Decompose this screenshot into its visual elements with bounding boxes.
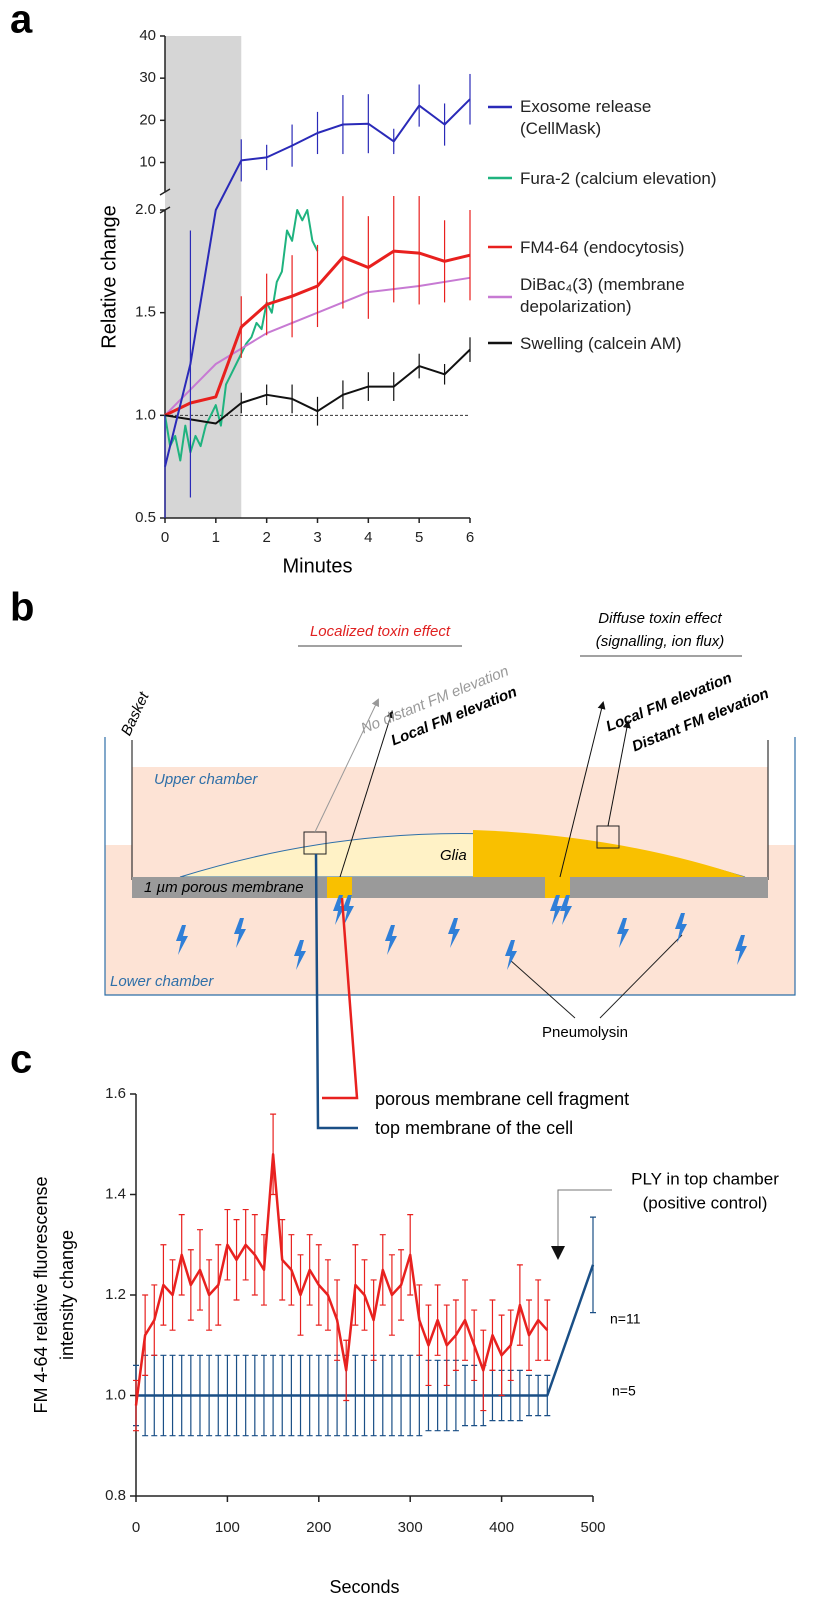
y-tick-label: 2.0: [135, 201, 156, 218]
series-line: [164, 249, 471, 417]
arrow: [314, 698, 380, 833]
y-tick-label: 10: [139, 153, 156, 170]
y-tick-label: 1.0: [105, 1386, 126, 1403]
y-tick-label: 1.5: [135, 304, 156, 321]
x-tick-label: 4: [364, 529, 372, 546]
y-tick-label: 1.0: [135, 406, 156, 423]
legend-label: Fura-2 (calcium elevation): [520, 169, 717, 188]
diagram-title: (signalling, ion flux): [596, 633, 724, 650]
legend-label: DiBac₄(3) (membrane depolarization): [520, 275, 685, 316]
membrane: [132, 877, 327, 898]
diagram-title: Diffuse toxin effect: [598, 610, 722, 627]
legend-swatch: [314, 853, 358, 1130]
series-line: [134, 1153, 549, 1406]
arrow: [557, 1189, 612, 1250]
y-tick-label: 0.8: [105, 1487, 126, 1504]
basket-wall: [131, 740, 769, 880]
diagram-label: Pneumolysin: [542, 1024, 628, 1041]
y-tick-label: 1.6: [105, 1085, 126, 1102]
legend-entry: Swelling (calcein AM): [520, 334, 682, 353]
legend-label: porous membrane cell fragment: [375, 1089, 629, 1109]
series-line: [164, 98, 471, 467]
y-tick-label: 1.2: [105, 1286, 126, 1303]
diagram-label: Basket: [118, 689, 153, 738]
diagram-title: Localized toxin effect: [310, 623, 451, 640]
y-tick-label: 0.5: [135, 509, 156, 526]
x-tick-label: 100: [215, 1519, 240, 1536]
legend-label: Exosome release (CellMask): [520, 97, 652, 138]
well: [104, 737, 796, 996]
x-tick-label: 0: [161, 529, 169, 546]
annotation: (positive control): [643, 1193, 768, 1212]
y-tick-label: 40: [139, 27, 156, 44]
x-tick-label: 300: [398, 1519, 423, 1536]
legend-label: Swelling (calcein AM): [520, 334, 682, 353]
legend-entry: DiBac₄(3) (membrane depolarization): [520, 275, 685, 316]
panel-label: a: [10, 0, 33, 42]
diagram-label: Glia: [440, 847, 467, 864]
legend-entry: FM4-64 (endocytosis): [520, 238, 685, 257]
x-axis-label: Seconds: [329, 1577, 399, 1597]
legend-entry: Fura-2 (calcium elevation): [520, 169, 717, 188]
y-tick-label: 20: [139, 111, 156, 128]
y-axis-label: Relative change: [98, 205, 120, 348]
y-axis-label: FM 4-64 relative fluorescense: [31, 1176, 51, 1413]
arrow: [607, 720, 631, 827]
diagram-label: Lower chamber: [110, 973, 214, 990]
diagram-label: 1 µm porous membrane: [144, 879, 304, 896]
x-tick-label: 2: [262, 529, 270, 546]
x-tick-label: 5: [415, 529, 423, 546]
series-line: [164, 348, 471, 425]
pointer: [509, 934, 683, 1019]
annotation: n=5: [612, 1383, 636, 1399]
annotation: n=11: [610, 1311, 641, 1327]
membrane-pore: [327, 877, 352, 898]
legend-label: FM4-64 (endocytosis): [520, 238, 685, 257]
arrowhead: [551, 1246, 565, 1260]
annotation: PLY in top chamber: [631, 1169, 779, 1188]
legend-label: top membrane of the cell: [375, 1118, 573, 1138]
glia-response: [473, 830, 745, 877]
membrane: [352, 877, 545, 898]
legend-entry: Exosome release (CellMask): [520, 97, 652, 138]
diagram: Localized toxin effect Diffuse toxin eff…: [104, 610, 796, 1130]
x-axis-label: Minutes: [282, 555, 352, 577]
panel-label: c: [10, 1038, 32, 1082]
x-tick-label: 1: [212, 529, 220, 546]
arrow: [339, 710, 395, 878]
y-tick-label: 1.4: [105, 1185, 126, 1202]
x-tick-label: 400: [489, 1519, 514, 1536]
membrane-pore: [545, 877, 570, 898]
x-tick-label: 6: [466, 529, 474, 546]
legend-swatch: [322, 897, 359, 1100]
y-tick-label: 30: [139, 69, 156, 86]
arrow: [559, 701, 606, 878]
x-tick-label: 3: [313, 529, 321, 546]
x-tick-label: 500: [580, 1519, 605, 1536]
panel-label: b: [10, 586, 34, 630]
diagram-label: Upper chamber: [154, 771, 258, 788]
y-axis-label: intensity change: [57, 1230, 77, 1360]
x-tick-label: 0: [132, 1519, 140, 1536]
x-tick-label: 200: [306, 1519, 331, 1536]
membrane: [570, 877, 768, 898]
